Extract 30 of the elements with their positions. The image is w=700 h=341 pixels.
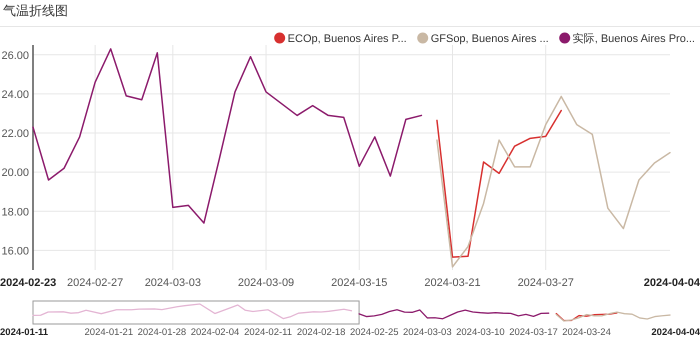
x-tick-label: 2024-02-11 <box>244 327 292 338</box>
x-tick-label: 2024-03-21 <box>424 277 481 289</box>
x-tick-label: 2024-01-11 <box>0 327 49 338</box>
y-tick-label: 24.00 <box>1 88 29 101</box>
x-tick-label: 2024-03-03 <box>403 327 452 338</box>
x-tick-label: 2024-02-25 <box>350 327 399 338</box>
x-tick-label: 2024-03-15 <box>331 277 388 289</box>
y-tick-label: 18.00 <box>1 206 29 218</box>
x-tick-label: 2024-03-17 <box>509 327 558 338</box>
x-tick-label: 2024-01-28 <box>138 327 186 338</box>
x-tick-label: 2024-02-23 <box>0 277 56 289</box>
y-tick-label: 20.00 <box>1 167 29 180</box>
legend-label: 实际, Buenos Aires Pro... <box>572 32 695 45</box>
x-tick-label: 2024-04-04 <box>651 327 700 338</box>
x-tick-label: 2024-02-27 <box>67 277 124 289</box>
x-tick-label: 2024-03-27 <box>518 277 574 289</box>
y-tick-label: 26.00 <box>1 50 29 62</box>
x-tick-label: 2024-03-03 <box>144 277 201 289</box>
legend-label: GFSop, Buenos Aires ... <box>430 33 549 45</box>
y-tick-label: 22.00 <box>1 128 29 140</box>
x-tick-label: 2024-01-21 <box>84 327 134 338</box>
chart-title: 气温折线图 <box>3 3 68 18</box>
x-tick-label: 2024-02-18 <box>296 327 346 338</box>
x-tick-label: 2024-03-09 <box>238 277 294 289</box>
x-tick-label: 2024-03-10 <box>456 327 505 338</box>
y-tick-label: 16.00 <box>1 245 29 258</box>
legend-label: ECOp, Buenos Aires P... <box>288 33 407 45</box>
x-tick-label: 2024-03-24 <box>562 327 611 338</box>
x-tick-label: 2024-02-04 <box>190 327 240 338</box>
x-tick-label: 2024-04-04 <box>644 277 700 289</box>
